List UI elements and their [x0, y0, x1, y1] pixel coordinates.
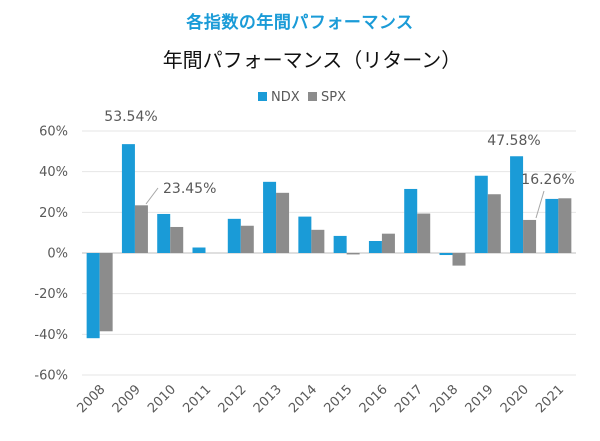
y-tick-label: 20% [39, 206, 68, 221]
bar-spx-2008 [99, 253, 113, 332]
legend-swatch-ndx [258, 92, 267, 101]
bar-ndx-2019 [474, 175, 488, 253]
chart-legend: NDX SPX [258, 90, 346, 105]
x-tick-label: 2021 [533, 382, 567, 416]
x-tick-label: 2010 [145, 382, 179, 416]
x-tick-label: 2012 [216, 382, 250, 416]
y-axis-ticks: 60% 40% 20% 0% -20% -40% -60% [34, 125, 68, 384]
annotation-label-2009-spx: 23.45% [163, 181, 216, 197]
legend-swatch-spx [308, 92, 317, 101]
x-tick-label: 2009 [110, 382, 144, 416]
bar-ndx-2012 [227, 218, 241, 253]
bar-spx-2015 [346, 253, 360, 255]
bar-ndx-2021 [545, 198, 559, 253]
annotation-label-2020-spx: 16.26% [521, 172, 574, 188]
chart-title: 年間パフォーマンス（リターン） [163, 48, 462, 72]
bar-spx-2019 [487, 194, 501, 253]
bar-spx-2014 [311, 229, 325, 253]
chart-bars [86, 144, 572, 339]
y-tick-label: 0% [47, 247, 68, 262]
bar-ndx-2008 [86, 253, 100, 339]
bar-ndx-2018 [439, 253, 453, 256]
x-tick-label: 2018 [427, 382, 461, 416]
bar-spx-2010 [170, 226, 184, 253]
page-header: 各指数の年間パフォーマンス [0, 8, 600, 33]
x-tick-label: 2011 [180, 382, 214, 416]
y-tick-label: 60% [39, 125, 68, 140]
bar-ndx-2015 [333, 235, 347, 253]
bar-spx-2020 [523, 219, 537, 253]
bar-spx-2013 [276, 192, 290, 253]
y-tick-label: -40% [34, 328, 68, 343]
x-axis-ticks: 2008 2009 2010 2011 2012 2013 2014 2015 2016 2017… [74, 382, 567, 416]
bar-spx-2017 [417, 213, 431, 253]
bar-spx-2018 [452, 253, 466, 266]
x-tick-label: 2015 [321, 382, 355, 416]
bar-ndx-2013 [263, 181, 277, 253]
annotation-leader-line [535, 190, 545, 219]
annotation-label-2009-ndx: 53.54% [104, 109, 157, 125]
x-tick-label: 2020 [498, 382, 532, 416]
bar-ndx-2009 [121, 144, 135, 253]
bar-spx-2012 [240, 225, 254, 253]
bar-ndx-2017 [404, 188, 418, 253]
legend-label-ndx: NDX [271, 90, 300, 105]
y-tick-label: -60% [34, 369, 68, 384]
x-tick-label: 2013 [251, 382, 285, 416]
bar-ndx-2011 [192, 247, 206, 253]
x-tick-label: 2017 [392, 382, 426, 416]
annotation-label-2020-ndx: 47.58% [487, 133, 540, 149]
legend-label-spx: SPX [321, 90, 346, 105]
annotation-leader-line [145, 187, 159, 205]
page-title: 各指数の年間パフォーマンス [186, 13, 414, 33]
x-tick-label: 2016 [357, 382, 391, 416]
bar-ndx-2014 [298, 216, 312, 253]
bar-ndx-2016 [368, 241, 382, 253]
x-tick-label: 2008 [74, 382, 108, 416]
bar-spx-2009 [134, 205, 148, 253]
chart-grid [82, 130, 576, 376]
y-tick-label: -20% [34, 287, 68, 302]
bar-ndx-2020 [510, 156, 524, 253]
bar-spx-2021 [558, 198, 572, 253]
bar-spx-2016 [381, 233, 395, 253]
x-tick-label: 2014 [286, 382, 320, 416]
bar-ndx-2010 [157, 213, 171, 253]
chart-annotations: 53.54% 23.45% 47.58% 16.26% [104, 109, 575, 219]
x-tick-label: 2019 [463, 382, 497, 416]
y-tick-label: 40% [39, 165, 68, 180]
